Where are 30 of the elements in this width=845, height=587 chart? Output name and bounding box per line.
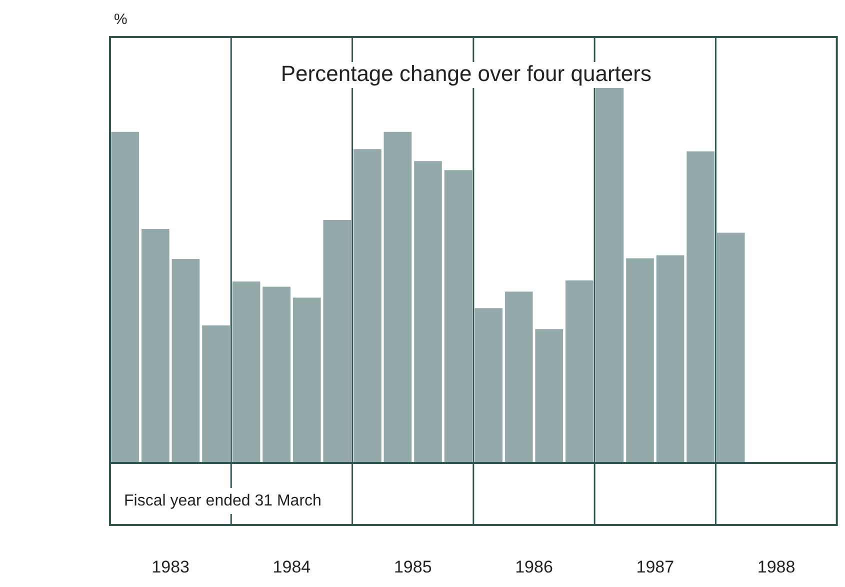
text: 1985 xyxy=(394,558,432,577)
text: 1984 xyxy=(272,558,311,577)
bar xyxy=(444,170,472,463)
text: 1983 xyxy=(152,558,190,577)
y-axis-title: % xyxy=(114,11,128,28)
bar xyxy=(535,329,564,463)
bar xyxy=(292,298,321,463)
text: 1988 xyxy=(757,558,796,577)
bar xyxy=(202,325,230,463)
bar xyxy=(414,161,442,463)
bar xyxy=(323,220,352,463)
chart-title: Percentage change over four quarters xyxy=(280,61,652,86)
bar xyxy=(716,232,745,463)
bar xyxy=(565,280,594,463)
bar xyxy=(384,132,412,463)
text: 1986 xyxy=(515,558,553,577)
bar xyxy=(596,88,624,463)
bar xyxy=(172,259,200,463)
bar xyxy=(656,255,684,463)
bar xyxy=(141,229,170,463)
bar xyxy=(474,308,503,463)
text: 1987 xyxy=(636,558,674,577)
bar xyxy=(686,151,715,463)
bar xyxy=(626,258,654,463)
bar xyxy=(111,132,140,463)
bar xyxy=(262,286,291,463)
bar xyxy=(504,292,533,463)
bar xyxy=(232,282,260,463)
text: Fiscal year ended 31 March xyxy=(124,492,322,510)
bar xyxy=(353,149,382,463)
